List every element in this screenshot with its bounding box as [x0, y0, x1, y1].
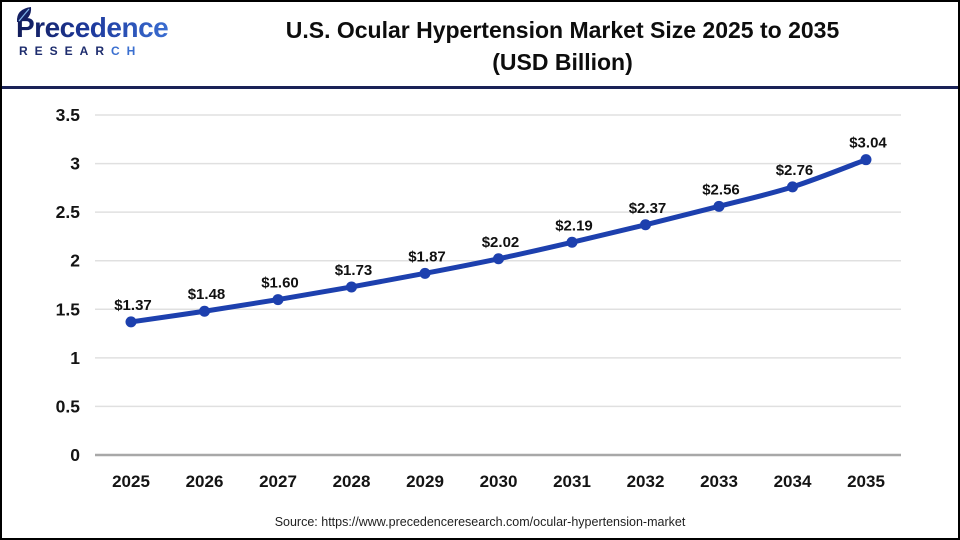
data-point	[566, 236, 578, 248]
x-tick-label: 2028	[333, 472, 371, 491]
y-tick-label: 0.5	[56, 396, 81, 416]
data-label: $2.56	[702, 181, 740, 198]
x-tick-label: 2033	[700, 472, 738, 491]
data-label: $1.60	[261, 275, 299, 292]
header-divider	[2, 86, 958, 89]
y-tick-label: 1	[70, 348, 80, 368]
chart-area: 0 0.5 1 1.5 2 2.5 3 3.5 2025 2026 2027 2028 2029 2030…	[2, 89, 958, 509]
brand-wordmark: Precedence	[16, 7, 186, 43]
source-citation: Source: https://www.precedenceresearch.c…	[274, 515, 686, 529]
brand-logo: Precedence RESEARCH	[16, 7, 186, 58]
data-point	[787, 181, 798, 193]
data-point	[860, 154, 872, 166]
y-tick-label: 0	[70, 445, 80, 465]
data-point	[199, 305, 210, 317]
data-point	[346, 281, 357, 293]
data-point	[493, 253, 504, 265]
brand-name: Precedence	[16, 12, 169, 43]
data-label: $1.87	[408, 248, 446, 265]
x-tick-label: 2025	[112, 472, 150, 491]
header: Precedence RESEARCH U.S. Ocular Hyperten…	[2, 2, 958, 86]
data-label: $1.37	[114, 297, 152, 314]
y-tick-label: 3	[70, 154, 80, 174]
y-tick-label: 2	[70, 251, 80, 271]
title-line-2: (USD Billion)	[492, 49, 633, 75]
x-tick-label: 2029	[406, 472, 444, 491]
data-point	[419, 267, 431, 279]
y-tick-label: 1.5	[56, 299, 81, 319]
data-label: $2.76	[776, 162, 814, 179]
x-tick-label: 2026	[186, 472, 224, 491]
data-label: $1.73	[335, 262, 373, 279]
brand-subtitle: RESEARCH	[19, 44, 143, 58]
title-line-1: U.S. Ocular Hypertension Market Size 202…	[285, 17, 840, 43]
data-point	[125, 316, 137, 328]
leaf-icon	[16, 7, 32, 22]
data-label: $2.19	[555, 217, 593, 234]
data-label: $1.48	[188, 286, 226, 303]
x-tick-label: 2027	[259, 472, 297, 491]
x-tick-label: 2031	[553, 472, 591, 491]
chart-title: U.S. Ocular Hypertension Market Size 202…	[177, 2, 948, 78]
x-tick-label: 2032	[627, 472, 665, 491]
data-label: $3.04	[849, 135, 887, 152]
data-label: $2.02	[482, 234, 520, 251]
y-tick-label: 3.5	[56, 105, 81, 125]
data-point	[272, 294, 284, 306]
data-label: $2.37	[629, 200, 667, 217]
x-tick-label: 2030	[480, 472, 518, 491]
data-point	[640, 219, 651, 231]
y-tick-label: 2.5	[56, 202, 81, 222]
line-chart: 0 0.5 1 1.5 2 2.5 3 3.5 2025 2026 2027 2028 2029 2030…	[56, 105, 901, 491]
x-tick-label: 2035	[847, 472, 885, 491]
x-tick-label: 2034	[774, 472, 812, 491]
data-point	[713, 200, 725, 212]
